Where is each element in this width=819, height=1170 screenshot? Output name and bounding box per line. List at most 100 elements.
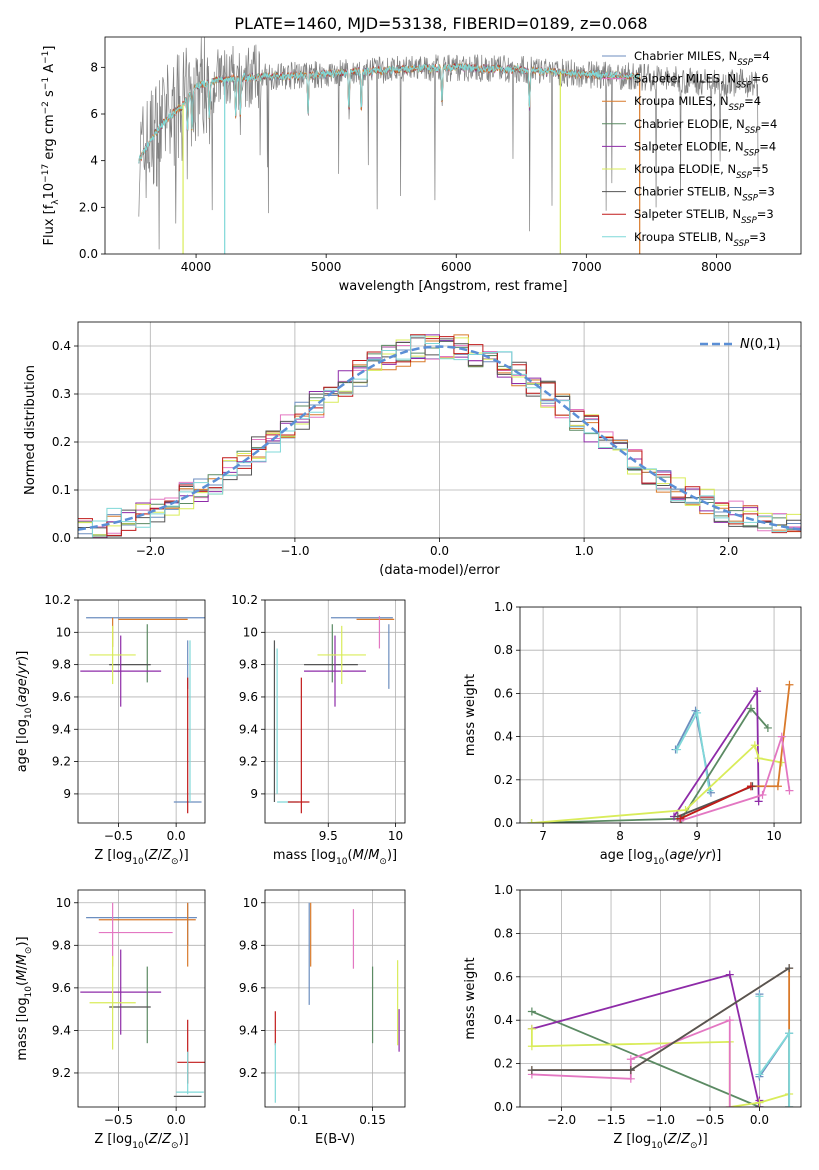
y-tick-label: 9.6 [239,690,258,704]
weight-line-salpeter_stelib [679,785,752,820]
x-tick-label: 1.0 [575,544,594,558]
x-tick-label: −0.5 [104,1113,133,1127]
gaussian-curve [78,345,801,531]
y-tick-label: 9.4 [52,722,71,736]
weight-marker-kroupa_stelib [755,1070,764,1079]
y-tick-label: 9.2 [239,755,258,769]
y-tick-label: 1.0 [494,883,513,897]
plot-area [265,890,405,1107]
x-axis-label: E(B-V) [315,1132,355,1147]
weight-marker-salpeter_miles [777,732,786,741]
x-tick-label: 9.5 [319,829,338,843]
y-tick-label: 0.4 [494,730,513,744]
weight-marker-kroupa_stelib [785,1103,794,1107]
x-axis-label: wavelength [Angstrom, rest frame] [339,279,568,294]
y-tick-label: 2.0 [79,200,98,214]
y-tick-label: 9.4 [52,1023,71,1037]
y-tick-label: 0.6 [494,970,513,984]
weight-marker-kroupa_miles [785,680,794,689]
x-tick-label: 0.1 [289,1113,308,1127]
legend-label-salpeter_elodie: Salpeter ELODIE, NSSP=4 [634,139,776,158]
hist-step-salpeter_stelib [78,334,801,536]
x-tick-label: 6000 [441,260,472,274]
weight-marker-chabrier_stelib [626,1066,635,1075]
weight-marker-kroupa_miles [773,782,782,791]
y-tick-label: 9.6 [52,981,71,995]
weight-marker-chabrier_elodie [527,1007,536,1016]
x-axis-label: Z [log10(Z/Z⊙)] [613,1132,707,1151]
hist-step-kroupa_stelib [78,335,801,538]
x-tick-label: 0.0 [750,1113,769,1127]
y-tick-label: 9.8 [52,658,71,672]
x-tick-label: 0.0 [167,829,186,843]
plot-area [138,37,759,254]
weight-line-chabrier_miles [758,994,791,1107]
y-tick-label: 0.8 [494,926,513,940]
y-axis-label: Normed distribution [23,365,38,495]
plot-area [265,600,405,823]
y-tick-label: 0.4 [494,1013,513,1027]
x-tick-label: 7 [539,829,547,843]
x-tick-label: 8 [616,829,624,843]
x-tick-label: −0.5 [104,829,133,843]
weight-line-salpeter_miles [679,736,791,822]
spectrum-data-line [138,37,759,250]
x-axis-label: Z [log10(Z/Z⊙)] [94,1132,188,1151]
weight-marker-chabrier_elodie [763,723,772,732]
y-tick-label: 9 [250,787,258,801]
weight-line-kroupa_stelib [758,996,791,1107]
y-tick-label: 9.2 [52,755,71,769]
weight-marker-kroupa_elodie [755,1098,764,1107]
axes-frame [104,36,802,255]
weight-marker-chabrier_stelib [527,1066,536,1075]
legend-label-gaussian: N(0,1) [740,337,781,352]
axes-frame [264,889,406,1108]
weight-marker-salpeter_elodie [753,687,762,696]
weight-marker-kroupa_elodie [754,754,763,763]
y-tick-label: 10 [56,896,71,910]
x-tick-label: −2.0 [547,1113,576,1127]
x-tick-label: 8000 [701,260,732,274]
panel-age-vs-mass: 9.5 10 9 9.2 9.4 9.6 9.8 10 10.2 mass [log10(M/M⊙… [231,593,406,867]
y-axis-label: Flux [fλ10−17 erg cm−2 s−1 A−1] [41,46,61,246]
panel-mass-vs-Z: −0.5 0.0 9.2 9.4 9.6 9.8 10 Z [log10(Z/Z⊙)] mass… [15,889,206,1151]
y-tick-label: 0.3 [52,387,71,401]
panel-age-vs-Z: −0.5 0.0 9 9.2 9.4 9.6 9.8 10 10.2 Z [log10(Z/Z⊙)… [15,593,206,867]
weight-marker-kroupa_stelib [785,1029,794,1038]
y-axis-label: mass weight [463,674,478,756]
plot-area [520,607,801,823]
legend-label-salpeter_miles: Salpeter MILES, NSSP=6 [634,72,769,91]
weight-marker-chabrier_elodie [746,704,755,713]
weight-line-chabrier_elodie [531,707,769,823]
weight-marker-chabrier_stelib [785,964,794,973]
weight-marker-salpeter_miles [725,1016,734,1025]
weight-marker-salpeter_miles [785,786,794,795]
y-tick-label: 10 [243,896,258,910]
y-tick-label: 9.2 [239,1066,258,1080]
y-tick-label: 0.2 [52,435,71,449]
axes-frame [77,889,206,1108]
axes-frame [264,599,406,824]
plot-area [78,322,801,538]
panel-weight-vs-age: 7 8 9 10 0.0 0.2 0.4 0.6 0.8 1.0 age [log10(age/yr… [463,600,802,867]
y-tick-label: 0.6 [494,686,513,700]
y-axis-label: mass [log10(M/M⊙)] [15,936,34,1060]
y-tick-label: 10 [243,625,258,639]
spectrum-legend: Chabrier MILES, NSSP=4 Salpeter MILES, NS… [602,49,777,249]
y-tick-label: 0.0 [79,247,98,261]
axes-frame [519,889,802,1108]
weight-marker-salpeter_miles [626,1055,635,1064]
x-tick-label: 10 [766,829,781,843]
x-tick-label: 5000 [311,260,342,274]
y-tick-label: 9.2 [52,1066,71,1080]
y-tick-label: 1.0 [494,600,513,614]
x-axis-label: mass [log10(M/M⊙)] [273,848,397,867]
x-tick-label: 9 [693,829,701,843]
y-tick-label: 10.2 [44,593,71,607]
weight-marker-salpeter_elodie [725,970,734,979]
plot-area [520,890,801,1107]
panel-residuals: −2.0 −1.0 0.0 1.0 2.0 0.0 0.1 0.2 0.3 0.4 (data-mo… [23,321,802,578]
y-tick-label: 9.6 [239,981,258,995]
y-tick-label: 0.0 [52,531,71,545]
